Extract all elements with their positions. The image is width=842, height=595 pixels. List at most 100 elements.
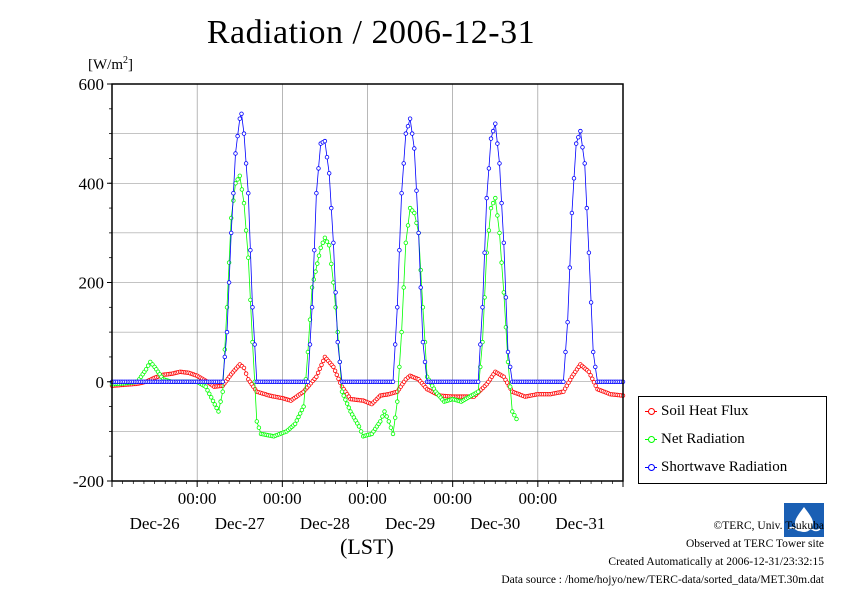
- data-point-shortwave-radiation: [233, 151, 238, 156]
- y-axis-unit-label: [W/m: [88, 57, 123, 73]
- legend-item-soil-heat-flux: Soil Heat Flux: [639, 401, 826, 423]
- x-axis-label: (LST): [340, 534, 394, 559]
- data-point-shortwave-radiation: [226, 280, 232, 285]
- data-point-net-radiation: [393, 415, 398, 420]
- data-point-shortwave-radiation: [503, 295, 509, 300]
- data-point-shortwave-radiation: [569, 210, 575, 216]
- data-point-net-radiation: [220, 389, 225, 394]
- terc-logo: [784, 503, 824, 537]
- data-point-soil-heat-flux: [243, 371, 249, 376]
- data-point-shortwave-radiation: [246, 190, 251, 196]
- data-point-net-radiation: [243, 228, 249, 233]
- data-point-shortwave-radiation: [222, 354, 227, 360]
- data-point-net-radiation: [378, 419, 383, 424]
- data-point-net-radiation: [205, 388, 210, 393]
- data-point-net-radiation: [299, 407, 305, 413]
- legend-marker: [648, 436, 655, 443]
- axes: -200 0 200 400 600 00:00 00:00 00:00 00:00 00:00 D…: [73, 75, 624, 533]
- data-point-shortwave-radiation: [248, 247, 253, 253]
- data-point-shortwave-radiation: [480, 305, 485, 310]
- x-date-label: Dec-29: [385, 514, 435, 533]
- data-point-shortwave-radiation: [488, 136, 494, 141]
- x-time-label: 00:00: [518, 489, 557, 508]
- data-point-net-radiation: [212, 402, 217, 407]
- data-point-shortwave-radiation: [482, 250, 487, 255]
- data-point-shortwave-radiation: [231, 190, 236, 196]
- data-point-soil-heat-flux: [336, 376, 341, 381]
- data-point-net-radiation: [301, 404, 306, 409]
- chart-title: Radiation / 2006-12-31: [206, 14, 536, 51]
- data-point-shortwave-radiation: [329, 205, 334, 211]
- data-point-net-radiation: [145, 363, 151, 368]
- data-point-soil-heat-flux: [319, 362, 324, 368]
- data-point-net-radiation: [356, 424, 362, 429]
- data-point-shortwave-radiation: [314, 190, 319, 196]
- data-point-net-radiation: [482, 295, 487, 300]
- data-point-net-radiation: [143, 367, 149, 372]
- legend-label: Soil Heat Flux: [661, 403, 749, 419]
- data-point-shortwave-radiation: [580, 145, 585, 150]
- data-point-shortwave-radiation: [327, 171, 332, 176]
- data-point-shortwave-radiation: [478, 342, 483, 347]
- legend-item-shortwave-radiation: Shortwave Radiation: [639, 457, 826, 479]
- data-point-shortwave-radiation: [237, 116, 242, 121]
- data-point-net-radiation: [508, 384, 513, 389]
- data-point-net-radiation: [203, 384, 208, 389]
- data-point-shortwave-radiation: [486, 166, 492, 171]
- data-point-shortwave-radiation: [422, 359, 428, 365]
- copyright-text: ©TERC, Univ. Tsukuba: [713, 520, 824, 532]
- data-point-shortwave-radiation: [508, 364, 513, 370]
- data-point-net-radiation: [318, 245, 323, 250]
- data-point-net-radiation: [214, 405, 219, 411]
- data-point-shortwave-radiation: [418, 285, 423, 290]
- data-point-net-radiation: [346, 405, 351, 410]
- x-time-label: 00:00: [263, 489, 302, 508]
- data-point-net-radiation: [343, 397, 348, 402]
- data-point-shortwave-radiation: [567, 265, 572, 270]
- data-point-shortwave-radiation: [593, 364, 598, 370]
- source-text: Data source : /home/hojyo/new/TERC-data/…: [501, 574, 824, 586]
- data-point-net-radiation: [486, 228, 492, 233]
- data-point-net-radiation: [208, 395, 214, 400]
- data-point-soil-heat-flux: [591, 380, 597, 385]
- data-point-net-radiation: [501, 290, 506, 295]
- data-point-shortwave-radiation: [403, 131, 408, 136]
- data-point-shortwave-radiation: [499, 200, 504, 206]
- data-point-net-radiation: [395, 399, 400, 404]
- data-point-net-radiation: [218, 399, 223, 404]
- data-point-net-radiation: [476, 389, 481, 394]
- x-time-label: 00:00: [348, 489, 387, 508]
- legend-label: Net Radiation: [661, 431, 745, 447]
- data-point-net-radiation: [514, 416, 519, 422]
- data-point-shortwave-radiation: [586, 250, 592, 255]
- x-date-label: Dec-27: [215, 514, 266, 533]
- data-point-shortwave-radiation: [501, 240, 506, 245]
- data-point-shortwave-radiation: [420, 339, 426, 345]
- data-point-shortwave-radiation: [584, 205, 589, 211]
- data-point-shortwave-radiation: [335, 339, 340, 345]
- data-point-net-radiation: [239, 187, 245, 192]
- x-date-label: Dec-31: [555, 514, 605, 533]
- data-point-soil-heat-flux: [593, 383, 598, 388]
- legend-label: Shortwave Radiation: [661, 459, 788, 475]
- data-point-shortwave-radiation: [235, 133, 240, 139]
- y-axis-unit-exponent: 2: [123, 55, 128, 66]
- data-point-net-radiation: [296, 414, 301, 420]
- site-text: Observed at TERC Tower site: [685, 538, 824, 550]
- data-point-shortwave-radiation: [322, 138, 328, 144]
- data-point-shortwave-radiation: [333, 290, 338, 295]
- data-point-net-radiation: [313, 269, 318, 274]
- data-point-shortwave-radiation: [574, 141, 579, 146]
- y-tick-label: -200: [73, 472, 104, 491]
- data-point-shortwave-radiation: [591, 349, 596, 355]
- data-point-shortwave-radiation: [588, 300, 594, 305]
- data-point-shortwave-radiation: [337, 359, 342, 365]
- data-point-shortwave-radiation: [497, 161, 502, 166]
- x-date-label: Dec-30: [470, 514, 520, 533]
- data-point-net-radiation: [292, 421, 298, 427]
- legend: Soil Heat Flux Net Radiation Shortwave R…: [638, 396, 827, 484]
- data-point-net-radiation: [490, 200, 496, 206]
- data-point-net-radiation: [315, 261, 320, 266]
- data-point-shortwave-radiation: [324, 154, 330, 160]
